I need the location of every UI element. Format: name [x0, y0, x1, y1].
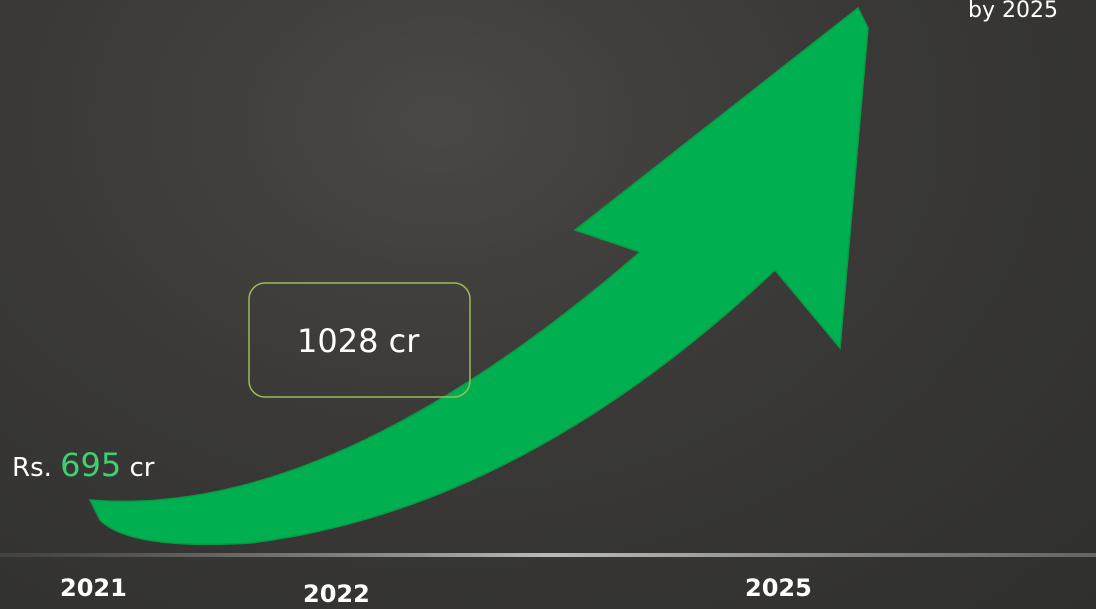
- growth-arrow: [88, 6, 869, 546]
- start-value: 695: [60, 446, 122, 484]
- start-prefix: Rs.: [12, 453, 52, 483]
- start-label: Rs. 695 cr: [12, 446, 154, 484]
- value-box: [248, 282, 471, 398]
- middle-label: 1028 cr: [297, 322, 420, 360]
- timeline-line: [0, 553, 1096, 557]
- start-unit: cr: [129, 453, 155, 483]
- year-label: 2022: [303, 580, 370, 608]
- year-label: 2021: [60, 574, 127, 602]
- end-label: by 2025: [968, 0, 1058, 23]
- year-label: 2025: [745, 574, 812, 602]
